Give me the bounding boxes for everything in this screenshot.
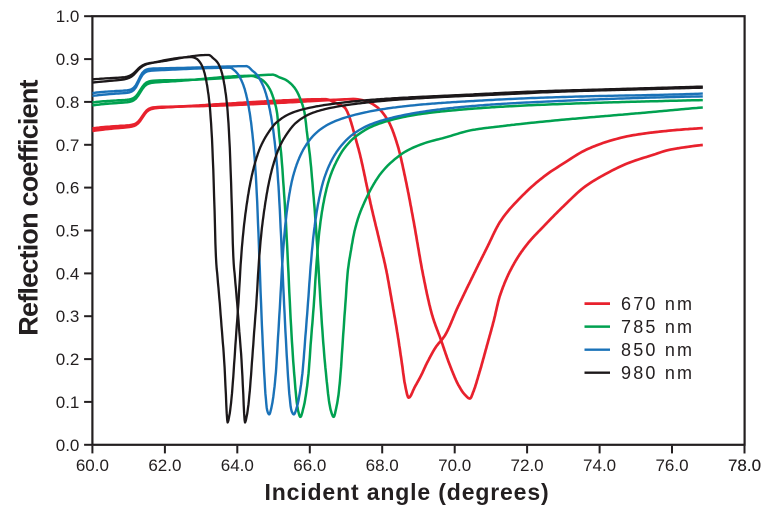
svg-text:74.0: 74.0 xyxy=(583,456,616,475)
svg-text:0.8: 0.8 xyxy=(56,93,80,112)
svg-text:70.0: 70.0 xyxy=(438,456,471,475)
svg-text:670 nm: 670 nm xyxy=(621,294,694,314)
svg-text:850 nm: 850 nm xyxy=(621,340,694,360)
svg-text:78.0: 78.0 xyxy=(728,456,761,475)
svg-text:980 nm: 980 nm xyxy=(621,363,694,383)
svg-text:60.0: 60.0 xyxy=(76,456,109,475)
svg-text:62.0: 62.0 xyxy=(148,456,181,475)
svg-text:0.2: 0.2 xyxy=(56,350,80,369)
svg-text:72.0: 72.0 xyxy=(511,456,544,475)
svg-text:0.7: 0.7 xyxy=(56,136,80,155)
svg-text:0.1: 0.1 xyxy=(56,393,80,412)
svg-text:0.9: 0.9 xyxy=(56,50,80,69)
svg-text:76.0: 76.0 xyxy=(655,456,688,475)
svg-text:Reflection coefficient: Reflection coefficient xyxy=(14,79,44,335)
svg-text:78.0: 78.0 xyxy=(728,456,761,475)
svg-text:1.0: 1.0 xyxy=(56,7,80,26)
svg-text:66.0: 66.0 xyxy=(293,456,326,475)
svg-text:0.6: 0.6 xyxy=(56,179,80,198)
svg-text:0.4: 0.4 xyxy=(56,264,80,283)
svg-text:68.0: 68.0 xyxy=(366,456,399,475)
svg-text:64.0: 64.0 xyxy=(221,456,254,475)
svg-text:0.0: 0.0 xyxy=(56,436,80,455)
svg-text:Incident angle (degrees): Incident angle (degrees) xyxy=(265,479,550,505)
svg-text:0.3: 0.3 xyxy=(56,307,80,326)
svg-text:0.5: 0.5 xyxy=(56,222,80,241)
svg-text:785 nm: 785 nm xyxy=(621,317,694,337)
